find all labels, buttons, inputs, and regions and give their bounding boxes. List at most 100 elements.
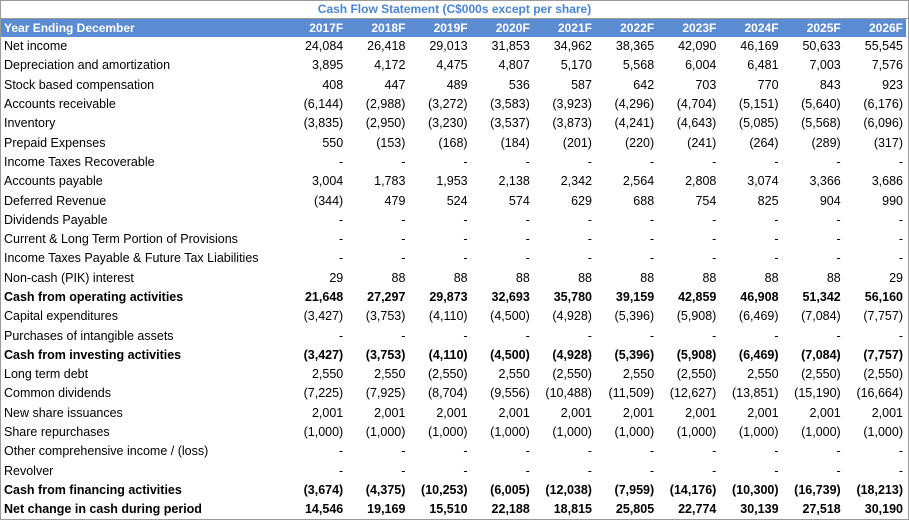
cell-value: - xyxy=(525,232,530,247)
year-header: 2023F xyxy=(657,19,720,37)
cell-value: - xyxy=(401,251,406,266)
cell-value: (5,396) xyxy=(614,347,655,362)
cell-value: (4,375) xyxy=(365,482,406,497)
cell-value: (11,509) xyxy=(608,386,655,401)
cell-value: - xyxy=(649,463,655,478)
cell-value: (5,151) xyxy=(738,97,779,112)
cell-value: - xyxy=(836,328,841,343)
cell-value: (241) xyxy=(687,135,717,150)
cell-value: (7,757) xyxy=(863,347,903,362)
table-row: Long term debt 2,550 2,550 (2,550) 2,550 (2,5… xyxy=(1,365,906,384)
cell-value: 31,853 xyxy=(491,39,530,54)
cell-value: 88 xyxy=(453,270,468,285)
table-row: Cash from financing activities (3,674) (4,… xyxy=(1,481,906,500)
cell-value: 29,873 xyxy=(429,290,468,304)
cell-value: (3,753) xyxy=(365,347,406,362)
cell-value: 39,159 xyxy=(615,290,655,304)
cell-value: (12,627) xyxy=(669,386,717,401)
cell-value: - xyxy=(587,232,592,247)
cell-value: 688 xyxy=(633,193,655,208)
cell-value: 629 xyxy=(571,193,592,208)
cell-value: 88 xyxy=(640,270,655,285)
cell-value: (1,000) xyxy=(614,425,655,440)
cell-value: (5,908) xyxy=(676,309,717,324)
cell-value: - xyxy=(339,251,344,266)
cell-value: - xyxy=(836,444,841,459)
cell-value: 3,074 xyxy=(747,174,779,189)
cell-value: 2,001 xyxy=(560,405,592,420)
cell-value: (4,643) xyxy=(676,116,717,131)
cell-value: (2,550) xyxy=(676,367,717,382)
cell-value: 19,169 xyxy=(367,502,406,517)
year-header: 2020F xyxy=(470,19,533,37)
cell-value: - xyxy=(712,251,717,266)
cell-value: 574 xyxy=(508,193,530,208)
cell-value: (1,000) xyxy=(863,425,903,440)
row-label: Accounts payable xyxy=(4,174,103,189)
table-row: Income Taxes Payable & Future Tax Liabil… xyxy=(1,249,906,268)
cell-value: - xyxy=(525,444,530,459)
cell-value: - xyxy=(339,154,344,169)
cell-value: 408 xyxy=(322,77,344,92)
cell-value: 524 xyxy=(446,193,468,208)
cell-value: 56,160 xyxy=(864,290,903,304)
cell-value: (6,176) xyxy=(863,97,903,112)
cell-value: 6,004 xyxy=(685,58,717,73)
cell-value: - xyxy=(525,251,530,266)
row-label: Purchases of intangible assets xyxy=(4,328,174,343)
cell-value: (3,583) xyxy=(490,97,530,112)
cell-value: 88 xyxy=(826,270,841,285)
cell-value: (4,928) xyxy=(552,347,592,362)
cell-value: 22,774 xyxy=(678,502,717,517)
cell-value: 22,188 xyxy=(491,502,530,517)
table-row: Prepaid Expenses 550 (153) (168) (184) (201) (… xyxy=(1,133,906,152)
cell-value: 2,001 xyxy=(311,405,344,420)
cell-value: 29 xyxy=(329,270,344,285)
cell-value: 3,004 xyxy=(311,174,344,189)
row-label: Prepaid Expenses xyxy=(4,135,106,150)
cell-value: (2,550) xyxy=(801,367,841,382)
cell-value: (6,096) xyxy=(863,116,903,131)
table-row: Share repurchases (1,000) (1,000) (1,000) (1… xyxy=(1,423,906,442)
year-header: 2024F xyxy=(719,19,782,37)
cell-value: (6,469) xyxy=(738,347,779,362)
cell-value: (3,537) xyxy=(490,116,530,131)
cell-value: (1,000) xyxy=(801,425,841,440)
cell-value: 587 xyxy=(571,77,592,92)
cell-value: - xyxy=(774,463,779,478)
cell-value: (4,241) xyxy=(614,116,655,131)
cell-value: (1,000) xyxy=(303,425,344,440)
row-label: Share repurchases xyxy=(4,425,110,440)
cell-value: (344) xyxy=(314,193,344,208)
cell-value: 2,342 xyxy=(560,174,592,189)
cell-value: 2,001 xyxy=(871,405,903,420)
row-label: Deferred Revenue xyxy=(4,193,107,208)
cell-value: - xyxy=(712,463,717,478)
cell-value: - xyxy=(898,444,903,459)
cell-value: 38,365 xyxy=(615,39,655,54)
cell-value: - xyxy=(463,251,468,266)
cell-value: (4,928) xyxy=(552,309,592,324)
cell-value: - xyxy=(463,444,468,459)
cell-value: 30,190 xyxy=(864,502,903,517)
cell-value: - xyxy=(587,212,592,227)
cell-value: (7,757) xyxy=(863,309,903,324)
cell-value: 4,172 xyxy=(374,58,406,73)
cell-value: 15,510 xyxy=(429,502,468,517)
cell-value: (7,925) xyxy=(365,386,406,401)
cell-value: (5,568) xyxy=(801,116,841,131)
cell-value: - xyxy=(649,444,655,459)
row-label: Accounts receivable xyxy=(4,97,116,112)
cell-value: - xyxy=(463,154,468,169)
cell-value: - xyxy=(587,154,592,169)
row-label: Revolver xyxy=(4,463,54,478)
cell-value: - xyxy=(898,251,903,266)
cell-value: 3,895 xyxy=(311,58,344,73)
cell-value: - xyxy=(774,154,779,169)
cell-value: (2,988) xyxy=(365,97,406,112)
cell-value: 904 xyxy=(819,193,841,208)
cell-value: 3,686 xyxy=(871,174,903,189)
cell-value: (5,085) xyxy=(738,116,779,131)
cell-value: (10,300) xyxy=(731,482,779,497)
cell-value: 2,001 xyxy=(809,405,841,420)
